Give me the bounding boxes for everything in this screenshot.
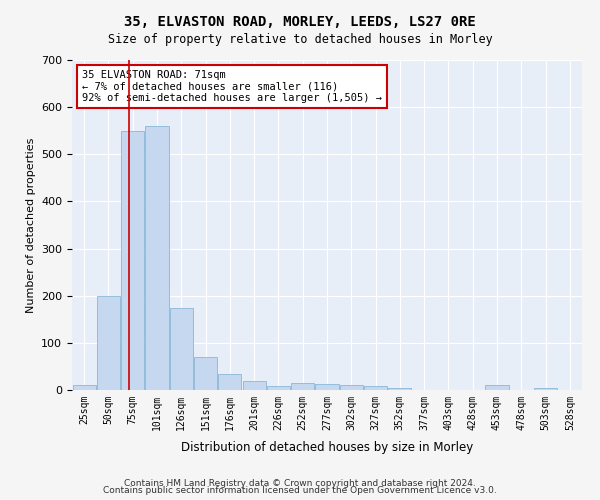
Bar (73, 386, 95, 390)
Text: Size of property relative to detached houses in Morley: Size of property relative to detached ho… (107, 32, 493, 46)
Bar (218, 374, 241, 390)
Text: 35, ELVASTON ROAD, MORLEY, LEEDS, LS27 0RE: 35, ELVASTON ROAD, MORLEY, LEEDS, LS27 0… (124, 15, 476, 29)
Bar (145, 126, 169, 390)
Bar (194, 357, 217, 390)
Text: Contains public sector information licensed under the Open Government Licence v3: Contains public sector information licen… (103, 486, 497, 495)
Bar (316, 384, 338, 390)
X-axis label: Distribution of detached houses by size in Morley: Distribution of detached houses by size … (181, 441, 473, 454)
Bar (121, 130, 144, 390)
Bar (242, 380, 266, 390)
Bar (291, 383, 314, 390)
Bar (485, 386, 509, 390)
Bar (388, 388, 412, 390)
Bar (170, 308, 193, 390)
Bar (340, 386, 363, 390)
Text: Contains HM Land Registry data © Crown copyright and database right 2024.: Contains HM Land Registry data © Crown c… (124, 478, 476, 488)
Bar (267, 386, 290, 390)
Bar (97, 296, 120, 390)
Y-axis label: Number of detached properties: Number of detached properties (26, 138, 35, 312)
Bar (534, 388, 557, 390)
Text: 35 ELVASTON ROAD: 71sqm
← 7% of detached houses are smaller (116)
92% of semi-de: 35 ELVASTON ROAD: 71sqm ← 7% of detached… (82, 70, 382, 103)
Bar (364, 386, 387, 390)
